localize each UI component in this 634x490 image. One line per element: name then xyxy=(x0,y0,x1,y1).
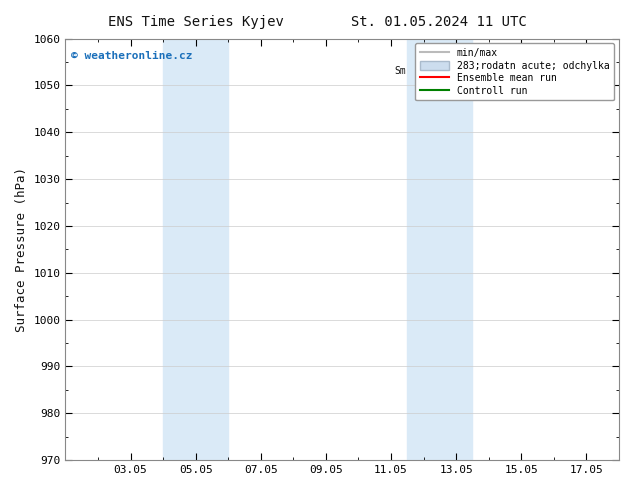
Bar xyxy=(407,39,472,460)
Legend: min/max, 283;rodatn acute; odchylka, Ensemble mean run, Controll run: min/max, 283;rodatn acute; odchylka, Ens… xyxy=(415,44,614,100)
Bar xyxy=(163,39,228,460)
Y-axis label: Surface Pressure (hPa): Surface Pressure (hPa) xyxy=(15,167,28,332)
Text: ENS Time Series Kyjev        St. 01.05.2024 11 UTC: ENS Time Series Kyjev St. 01.05.2024 11 … xyxy=(108,15,526,29)
Text: © weatheronline.cz: © weatheronline.cz xyxy=(71,51,193,61)
Text: Sm: Sm xyxy=(395,66,406,75)
